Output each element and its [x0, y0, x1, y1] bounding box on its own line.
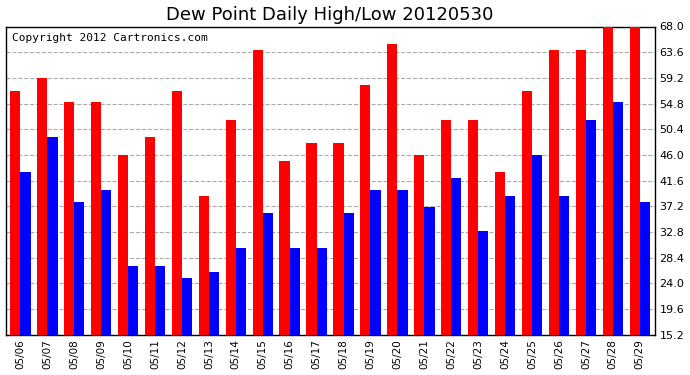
Bar: [532, 155, 542, 375]
Bar: [21, 172, 30, 375]
Bar: [226, 120, 236, 375]
Bar: [182, 278, 193, 375]
Bar: [75, 202, 84, 375]
Bar: [317, 248, 327, 375]
Bar: [424, 207, 435, 375]
Bar: [613, 102, 623, 375]
Bar: [37, 78, 48, 375]
Bar: [306, 143, 317, 375]
Bar: [155, 266, 165, 375]
Bar: [495, 172, 505, 375]
Bar: [629, 27, 640, 375]
Bar: [505, 196, 515, 375]
Bar: [344, 213, 354, 375]
Bar: [549, 50, 559, 375]
Bar: [468, 120, 478, 375]
Bar: [101, 190, 111, 375]
Bar: [118, 155, 128, 375]
Bar: [172, 91, 182, 375]
Bar: [414, 155, 424, 375]
Bar: [333, 143, 344, 375]
Title: Dew Point Daily High/Low 20120530: Dew Point Daily High/Low 20120530: [166, 6, 494, 24]
Bar: [209, 272, 219, 375]
Bar: [586, 120, 596, 375]
Bar: [253, 50, 263, 375]
Bar: [575, 50, 586, 375]
Bar: [451, 178, 462, 375]
Bar: [48, 137, 57, 375]
Bar: [371, 190, 381, 375]
Text: Copyright 2012 Cartronics.com: Copyright 2012 Cartronics.com: [12, 33, 208, 43]
Bar: [478, 231, 489, 375]
Bar: [145, 137, 155, 375]
Bar: [236, 248, 246, 375]
Bar: [387, 44, 397, 375]
Bar: [397, 190, 408, 375]
Bar: [559, 196, 569, 375]
Bar: [279, 161, 290, 375]
Bar: [10, 91, 21, 375]
Bar: [640, 202, 650, 375]
Bar: [360, 85, 371, 375]
Bar: [91, 102, 101, 375]
Bar: [602, 27, 613, 375]
Bar: [290, 248, 300, 375]
Bar: [128, 266, 138, 375]
Bar: [64, 102, 75, 375]
Bar: [263, 213, 273, 375]
Bar: [441, 120, 451, 375]
Bar: [522, 91, 532, 375]
Bar: [199, 196, 209, 375]
